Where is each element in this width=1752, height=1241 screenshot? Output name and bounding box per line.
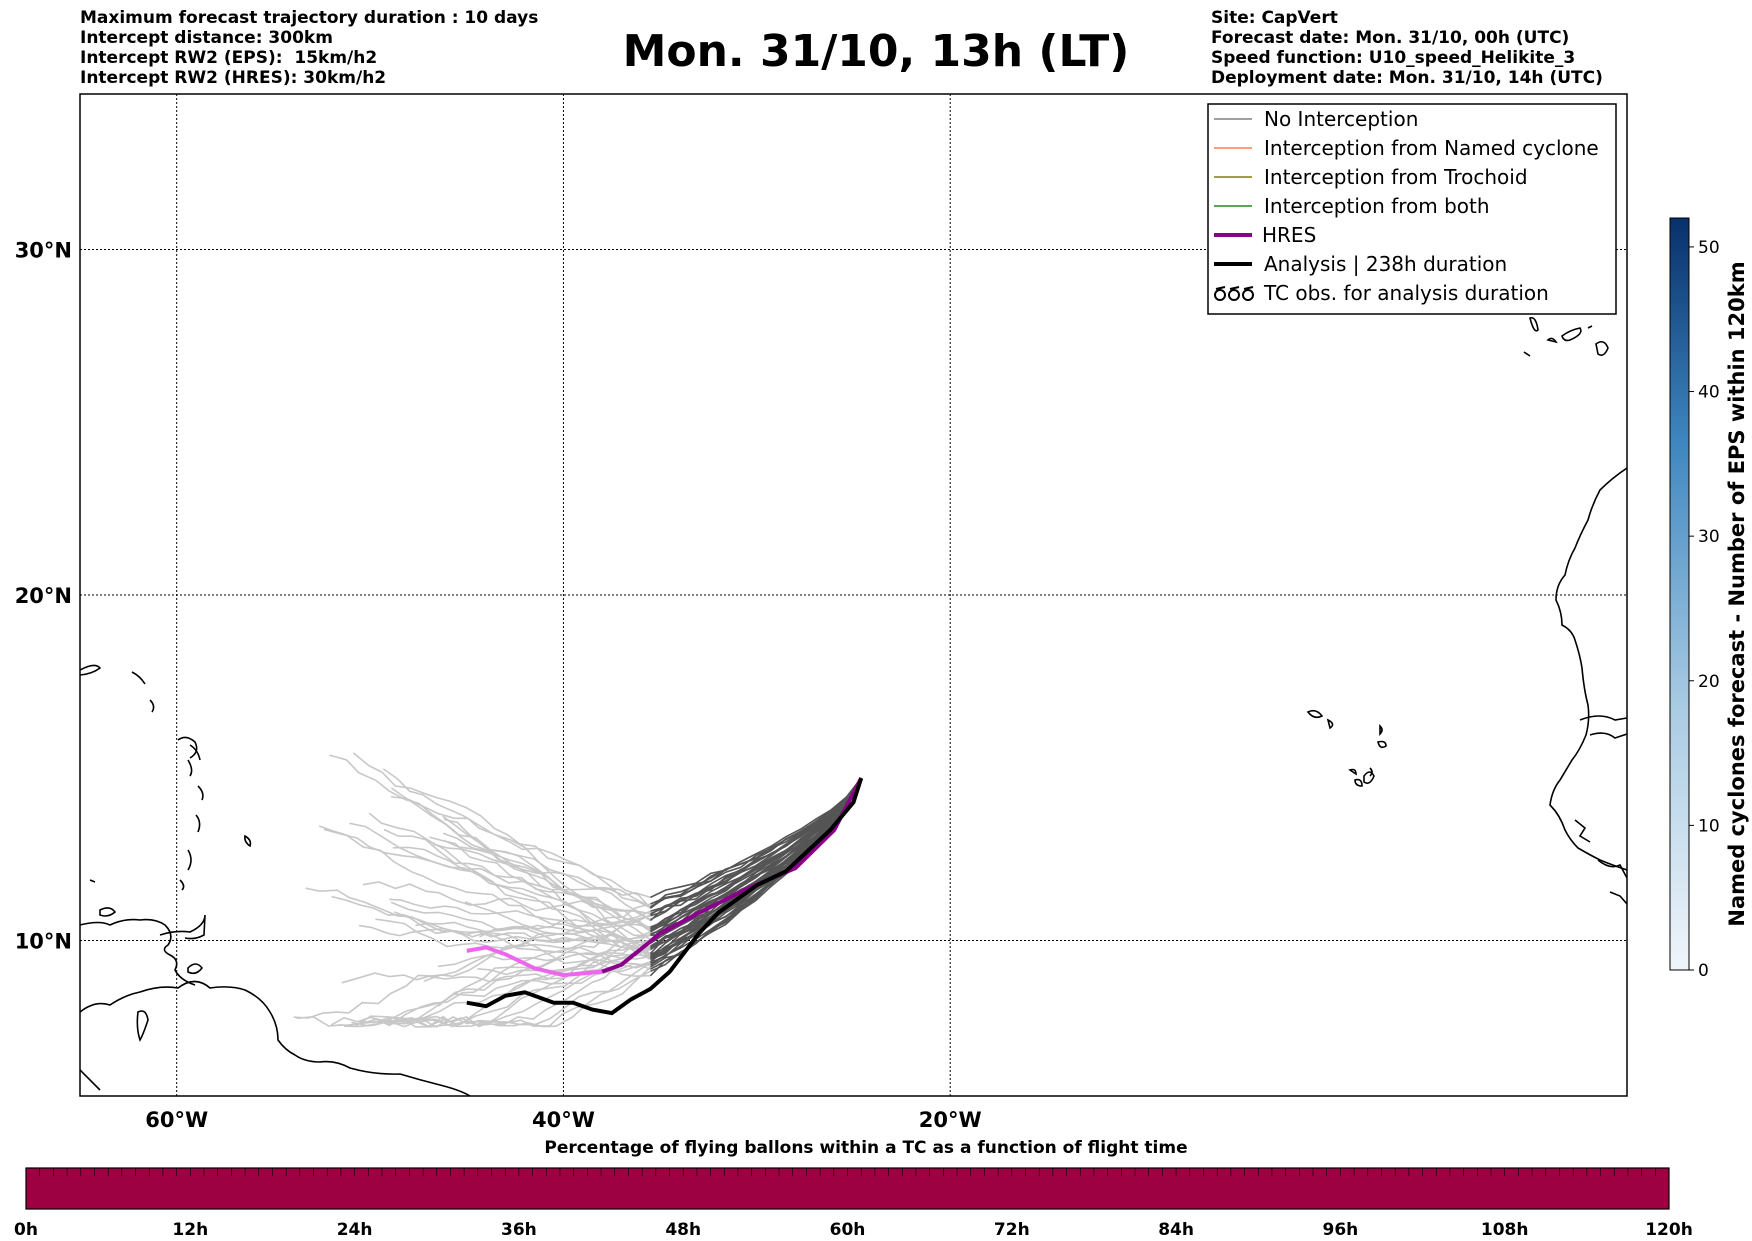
tc-obs-symbol-icon — [1243, 286, 1254, 290]
hres-track-late — [466, 945, 603, 978]
legend: No Interception Interception from Named c… — [1207, 103, 1617, 315]
trajectory-late — [373, 966, 652, 1028]
trajectory-late — [423, 923, 651, 982]
header-speed-function: Speed function: U10_speed_Helikite_3 — [1211, 48, 1576, 68]
header-info-left: Maximum forecast trajectory duration : 1… — [80, 8, 538, 88]
legend-label: Analysis | 238h duration — [1264, 252, 1507, 276]
header-intercept-distance: Intercept distance: 300km — [80, 28, 333, 48]
trajectory-late — [390, 787, 651, 915]
colorbar-right-tick-label: 30 — [1698, 527, 1720, 547]
colorbar-right-tick-label: 20 — [1698, 672, 1720, 692]
trajectory-late — [392, 846, 651, 899]
colorbar-bottom-tick-label: 72h — [994, 1220, 1030, 1240]
trajectory-late — [349, 822, 651, 955]
coastlines — [80, 316, 1627, 1096]
trajectory-late — [432, 843, 651, 908]
trajectory-late — [437, 952, 651, 968]
trajectory-late — [382, 768, 651, 929]
header-site: Site: CapVert — [1211, 8, 1338, 28]
lon-tick-label: 60°W — [145, 1108, 208, 1132]
trajectory-late — [330, 931, 651, 1028]
trajectory-early — [650, 777, 862, 928]
header-forecast-date: Forecast date: Mon. 31/10, 00h (UTC) — [1211, 28, 1570, 48]
legend-label: Interception from Named cyclone — [1264, 136, 1599, 160]
lat-tick-label: 30°N — [15, 238, 72, 262]
header-intercept-eps: Intercept RW2 (EPS): 15km/h2 — [80, 48, 378, 68]
colorbar-bottom-tick-label: 60h — [830, 1220, 866, 1240]
header-intercept-hres: Intercept RW2 (HRES): 30km/h2 — [80, 68, 387, 88]
colorbar-right-tick-label: 40 — [1698, 383, 1720, 403]
trajectory-early — [650, 777, 862, 899]
trajectory-late — [352, 752, 651, 909]
trajectory-early — [650, 777, 862, 935]
latitude-tick-labels: 30°N 20°N 10°N — [15, 238, 72, 953]
trajectory-late — [391, 796, 652, 909]
colorbar-bottom-tick-label: 36h — [501, 1220, 537, 1240]
trajectory-late — [383, 828, 651, 922]
lat-tick-label: 20°N — [15, 584, 72, 608]
colorbar-bottom-tick-label: 120h — [1645, 1220, 1693, 1240]
ensemble-trajectories-late — [293, 752, 652, 1028]
trajectory-late — [464, 901, 651, 950]
trajectory-late — [368, 812, 651, 959]
tc-obs-symbol-icon — [1215, 286, 1226, 290]
hres-track — [601, 777, 863, 974]
legend-label: HRES — [1262, 223, 1316, 247]
colorbar-bottom-tick-label: 24h — [337, 1220, 373, 1240]
legend-box — [1207, 103, 1617, 315]
header-max-duration: Maximum forecast trajectory duration : 1… — [80, 8, 539, 28]
colorbar-bottom-tick-label: 48h — [665, 1220, 701, 1240]
longitude-tick-labels: 60°W 40°W 20°W — [145, 1108, 981, 1132]
colorbar-right-tick-label: 0 — [1698, 961, 1709, 981]
trajectory-late — [293, 903, 651, 1019]
legend-label: TC obs. for analysis duration — [1263, 281, 1549, 305]
legend-label: Interception from both — [1264, 194, 1490, 218]
tc-obs-symbol-icon — [1229, 286, 1240, 290]
trajectory-late — [443, 818, 651, 937]
colorbar-bottom-tick-label: 12h — [172, 1220, 208, 1240]
trajectory-late — [443, 839, 651, 933]
trajectory-late — [390, 901, 651, 949]
colorbar-bottom: Percentage of flying ballons within a TC… — [14, 1138, 1693, 1240]
colorbar-right-fill — [1669, 217, 1690, 971]
colorbar-right-label: Named cyclones forecast - Number of EPS … — [1725, 261, 1749, 926]
colorbar-bottom-tick-label: 0h — [14, 1220, 38, 1240]
trajectory-late — [479, 910, 651, 938]
trajectory-late — [296, 913, 651, 1028]
lon-tick-label: 40°W — [532, 1108, 595, 1132]
colorbar-bottom-tick-label: 96h — [1323, 1220, 1359, 1240]
lon-tick-label: 20°W — [919, 1108, 982, 1132]
trajectory-early — [649, 777, 862, 909]
colorbar-right: 0 10 20 30 40 50 Named cyclones forecast - Nu… — [1669, 217, 1749, 981]
tc-obs-symbol-icon — [1242, 289, 1254, 301]
trajectory-late — [341, 963, 651, 984]
header-info-right: Site: CapVert Forecast date: Mon. 31/10,… — [1211, 8, 1603, 88]
legend-label: Interception from Trochoid — [1264, 165, 1528, 189]
trajectory-early — [650, 777, 862, 958]
trajectory-late — [344, 960, 651, 1028]
page-title: Mon. 31/10, 13h (LT) — [622, 26, 1130, 77]
lat-tick-label: 10°N — [15, 930, 72, 954]
trajectory-early — [650, 777, 862, 915]
trajectory-late — [357, 933, 651, 1028]
trajectory-late — [392, 948, 651, 1028]
colorbar-bottom-title: Percentage of flying ballons within a TC… — [544, 1138, 1187, 1158]
colorbar-bottom-tick-label: 108h — [1481, 1220, 1529, 1240]
colorbar-right-tick-label: 10 — [1698, 816, 1720, 836]
colorbar-right-tick-label: 50 — [1698, 238, 1720, 258]
trajectory-late — [335, 915, 651, 1027]
colorbar-bottom-tick-label: 84h — [1158, 1220, 1194, 1240]
trajectory-late — [331, 895, 651, 957]
trajectory-late — [362, 881, 651, 921]
analysis-track — [466, 777, 864, 1016]
trajectory-late — [360, 945, 651, 1027]
trajectory-late — [318, 825, 651, 958]
legend-label: No Interception — [1264, 107, 1418, 131]
tc-obs-symbol-icon — [1214, 289, 1226, 301]
trajectory-late — [393, 911, 651, 948]
tc-obs-symbol-icon — [1228, 289, 1240, 301]
header-deployment-date: Deployment date: Mon. 31/10, 14h (UTC) — [1211, 68, 1603, 88]
